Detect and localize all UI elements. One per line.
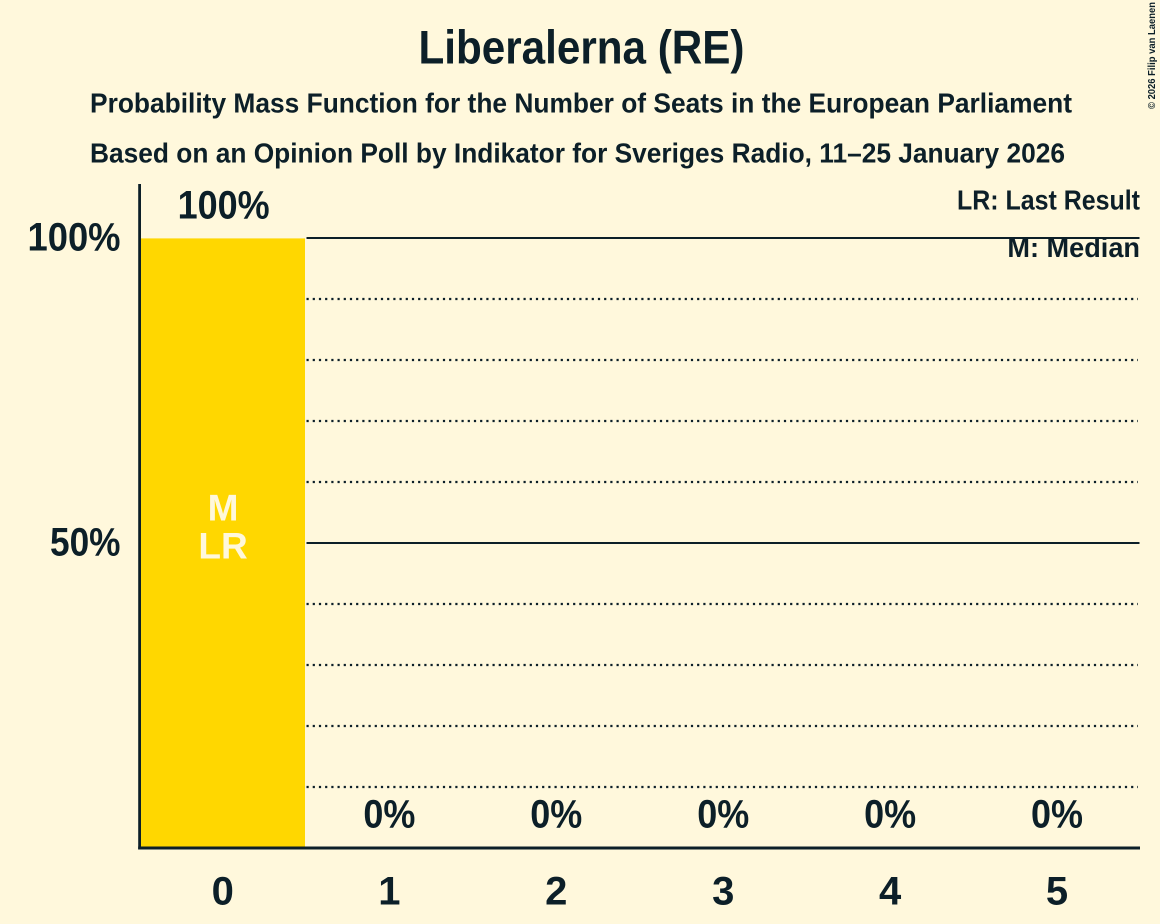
svg-text:0%: 0% bbox=[363, 792, 415, 836]
svg-text:M: Median: M: Median bbox=[1007, 232, 1140, 263]
svg-text:100%: 100% bbox=[28, 216, 121, 260]
svg-text:M: M bbox=[208, 488, 239, 529]
svg-text:100%: 100% bbox=[178, 184, 270, 228]
svg-text:5: 5 bbox=[1046, 870, 1068, 914]
svg-text:0%: 0% bbox=[530, 792, 582, 836]
svg-text:2: 2 bbox=[545, 870, 567, 914]
svg-text:0%: 0% bbox=[697, 792, 749, 836]
svg-text:1: 1 bbox=[378, 870, 400, 914]
svg-text:0: 0 bbox=[212, 870, 234, 914]
svg-text:0%: 0% bbox=[864, 792, 916, 836]
svg-text:4: 4 bbox=[879, 870, 902, 914]
svg-text:Probability Mass Function for: Probability Mass Function for the Number… bbox=[90, 88, 1072, 119]
svg-text:Based on an Opinion Poll by In: Based on an Opinion Poll by Indikator fo… bbox=[90, 138, 1065, 169]
svg-text:LR: Last Result: LR: Last Result bbox=[957, 184, 1140, 215]
svg-text:LR: LR bbox=[198, 526, 247, 567]
svg-text:Liberalerna (RE): Liberalerna (RE) bbox=[419, 21, 745, 74]
svg-text:3: 3 bbox=[712, 870, 734, 914]
svg-text:50%: 50% bbox=[50, 521, 121, 565]
svg-text:0%: 0% bbox=[1031, 792, 1083, 836]
svg-text:© 2026 Filip van Laenen: © 2026 Filip van Laenen bbox=[1147, 2, 1158, 109]
